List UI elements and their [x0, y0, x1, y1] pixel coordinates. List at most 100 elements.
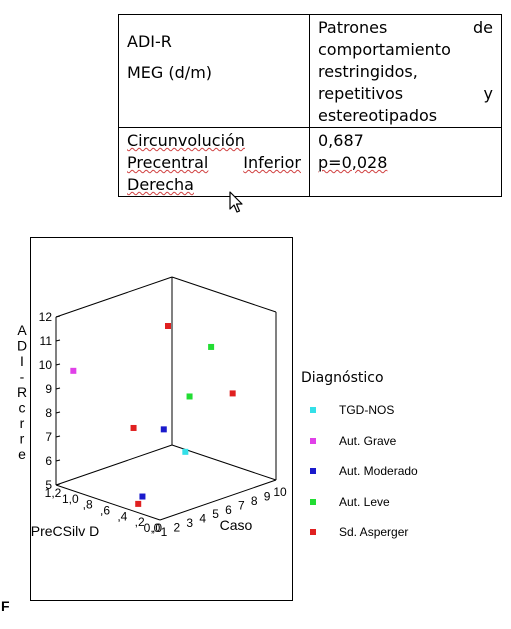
data-point [130, 424, 137, 431]
z-tick-label: 6 [45, 454, 52, 468]
z-tick-mark [55, 411, 61, 414]
y-tick-label: 3 [186, 516, 193, 530]
behavior-header-word: y [483, 84, 493, 103]
behavior-header-word: repetitivos [318, 84, 404, 103]
data-point [165, 323, 171, 329]
z-axis-title-char: - [20, 369, 25, 385]
x-tick-label: ,8 [83, 498, 93, 512]
legend-swatch [310, 529, 316, 535]
z-tick-mark [55, 363, 61, 366]
legend-label: Aut. Moderado [339, 464, 418, 478]
behavior-header-word: de [473, 18, 493, 37]
behavior-header-line: restringidos, [318, 61, 493, 83]
y-tick-label: 1 [161, 525, 168, 539]
table-header-right-cell: Patrones de comportamiento restringidos, rep… [309, 14, 502, 128]
x-tick-label: ,2 [135, 515, 145, 529]
legend-item: Aut. Leve [310, 494, 390, 510]
z-tick-label: 7 [45, 430, 52, 444]
behavior-header-line: Patrones de [318, 17, 493, 39]
table-header-row: ADI-R MEG (d/m) Patrones de comportamiento… [118, 14, 502, 128]
precsilv-axis-line [55, 484, 161, 521]
z-axis-title-char: r [20, 431, 25, 447]
x-tick-label: 1,0 [62, 492, 79, 506]
data-point [182, 448, 189, 455]
right-floor-edge [171, 444, 277, 481]
y-axis-title: Caso [220, 517, 253, 533]
y-tick-label: 10 [273, 485, 287, 499]
legend-swatch [310, 468, 316, 474]
z-tick-mark [55, 483, 61, 486]
back-top-edge [55, 276, 173, 318]
z-tick-label: 8 [45, 406, 52, 420]
behavior-header-line: repetitivos y [318, 83, 493, 105]
y-tick-label: 8 [251, 494, 258, 508]
z-tick-label: 5 [45, 478, 52, 492]
panel-letter: F [1, 598, 10, 614]
x-tick-label: ,0 [152, 521, 162, 535]
behavior-header-word: Patrones [318, 18, 388, 37]
legend-item: Aut. Grave [310, 433, 396, 449]
right-top-edge [171, 276, 277, 313]
table-data-row: Circunvolución Precentral Inferior Derecha … [118, 127, 502, 197]
correlation-value-cell: 0,687 p=0,028 [309, 127, 502, 197]
z-tick-mark [55, 339, 61, 342]
y-tick-label: 7 [238, 498, 245, 512]
z-axis-title-char: e [18, 446, 26, 462]
z-axis-title-char: I [20, 353, 24, 369]
adir-label: ADI-R [127, 32, 172, 51]
scatter-plot-3d-frame [30, 237, 293, 601]
data-point [160, 426, 167, 433]
z-axis-title-char: A [17, 322, 27, 338]
z-axis-title-char: R [17, 384, 27, 400]
legend-item: TGD-NOS [310, 402, 394, 418]
brain-region-word: Precentral [127, 153, 209, 172]
z-axis-title-char: r [20, 415, 25, 431]
z-tick-label: 12 [39, 310, 53, 324]
z-tick-mark [55, 459, 61, 462]
y-tick-label: 2 [174, 521, 181, 535]
data-point [135, 500, 142, 507]
behavior-header-word: estereotipados [318, 106, 438, 125]
legend-title: Diagnóstico [301, 370, 384, 386]
legend-swatch [310, 498, 316, 505]
legend-label: Aut. Leve [339, 494, 390, 509]
mouse-pointer-icon [229, 191, 243, 213]
z-tick-label: 9 [45, 382, 52, 396]
legend-label: Aut. Grave [339, 433, 397, 448]
legend-swatch [310, 407, 316, 413]
data-point [186, 393, 193, 400]
legend-item: Aut. Moderado [310, 463, 418, 479]
z-tick-mark [55, 315, 61, 318]
legend-swatch [310, 437, 316, 444]
brain-region-line: Precentral Inferior [127, 152, 301, 174]
legend-label: TGD-NOS [339, 403, 395, 417]
z-tick-mark [55, 435, 61, 438]
data-point [229, 390, 236, 397]
y-tick-label: 5 [212, 507, 219, 521]
z-axis-title-char: D [17, 338, 27, 354]
x-tick-label: 1,2 [45, 486, 62, 500]
data-point [70, 367, 77, 374]
z-tick-mark [55, 387, 61, 390]
table-header-left-cell: ADI-R MEG (d/m) [118, 14, 310, 128]
x-axis-title: PreCSilv D [31, 523, 99, 539]
legend-label: Sd. Asperger [339, 525, 409, 539]
y-tick-label: 6 [225, 503, 232, 517]
y-tick-label: 4 [199, 512, 206, 526]
behavior-header-word: comportamiento [318, 40, 451, 59]
caso-axis-line [159, 479, 277, 521]
behavior-header-line: comportamiento [318, 39, 493, 61]
legend-item: Sd. Asperger [310, 524, 408, 540]
brain-region-word: Derecha [127, 175, 194, 194]
z-tick-label: 10 [39, 358, 53, 372]
z-tick-label: 11 [40, 334, 53, 348]
brain-region-line: Derecha [127, 174, 301, 196]
data-point [208, 343, 215, 350]
brain-region-word: Circunvolución [127, 131, 245, 150]
meg-label: MEG (d/m) [127, 63, 213, 82]
x-tick-label: 0,0 [144, 521, 161, 535]
z-axis-title-char: c [19, 400, 26, 416]
x-tick-label: ,4 [117, 509, 127, 523]
back-floor-edge [55, 444, 173, 486]
